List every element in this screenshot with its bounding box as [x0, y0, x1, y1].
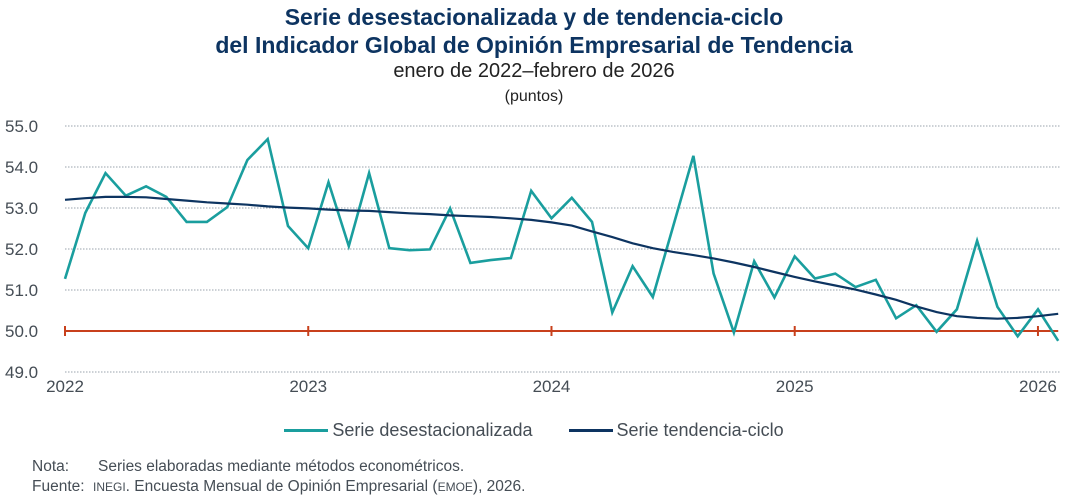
- y-axis-ticks: 49.0 50.0 51.0 52.0 53.0 54.0 55.0: [5, 117, 38, 382]
- x-tick-label: 2026: [1019, 377, 1057, 396]
- legend-label: Serie tendencia-ciclo: [616, 420, 784, 440]
- footer-note: Nota: Series elaboradas mediante métodos …: [32, 457, 525, 477]
- footer-source: Fuente: INEGI. Encuesta Mensual de Opinió…: [32, 477, 525, 497]
- y-tick-label: 55.0: [5, 117, 38, 136]
- source-text: . Encuesta Mensual de Opinión Empresaria…: [125, 478, 438, 495]
- legend: Serie desestacionalizada Serie tendencia…: [0, 420, 1068, 441]
- y-tick-label: 51.0: [5, 281, 38, 300]
- series-line-desestacionalizada: [63, 136, 1060, 342]
- footer: Nota: Series elaboradas mediante métodos …: [32, 457, 525, 497]
- chart-title: Serie desestacionalizada y de tendencia-…: [284, 4, 784, 30]
- chart-subtitle: enero de 2022–febrero de 2026: [393, 60, 675, 82]
- source-label: Fuente:: [32, 478, 85, 495]
- threshold-line-group: [64, 326, 1059, 336]
- line-chart: 49.050.051.052.053.054.055.0 2022 2023 202…: [5, 117, 1060, 396]
- y-tick-label: 50.0: [5, 322, 38, 341]
- chart-units: (puntos): [504, 88, 564, 105]
- series-lines: [63, 136, 1060, 342]
- legend-label: Serie desestacionalizada: [332, 420, 533, 440]
- chart-title-line2: del Indicador Global de Opinión Empresar…: [215, 32, 853, 58]
- note-text: Series elaboradas mediante métodos econo…: [98, 458, 465, 475]
- x-axis-ticks: 2022 2023 2024 2025 2026: [46, 377, 1057, 396]
- grid-lines: [65, 125, 1060, 373]
- legend-swatch-tendencia-ciclo: [568, 429, 613, 432]
- source-org: INEGI: [93, 480, 126, 494]
- note-label: Nota:: [32, 458, 70, 475]
- x-tick-label: 2025: [776, 377, 814, 396]
- y-tick-label: 52.0: [5, 240, 38, 259]
- x-tick-label: 2024: [533, 377, 571, 396]
- legend-item-desestacionalizada: Serie desestacionalizada: [284, 420, 533, 441]
- x-tick-label: 2022: [46, 377, 84, 396]
- y-tick-label: 54.0: [5, 158, 38, 177]
- series-line-tendencia-ciclo: [64, 195, 1059, 320]
- y-tick-label: 49.0: [5, 363, 38, 382]
- source-abbr: EMOE: [437, 480, 473, 494]
- legend-item-tendencia-ciclo: Serie tendencia-ciclo: [568, 420, 784, 441]
- x-tick-label: 2023: [289, 377, 327, 396]
- y-tick-label: 53.0: [5, 199, 38, 218]
- source-text-end: ), 2026.: [472, 478, 526, 495]
- legend-swatch-desestacionalizada: [284, 429, 329, 432]
